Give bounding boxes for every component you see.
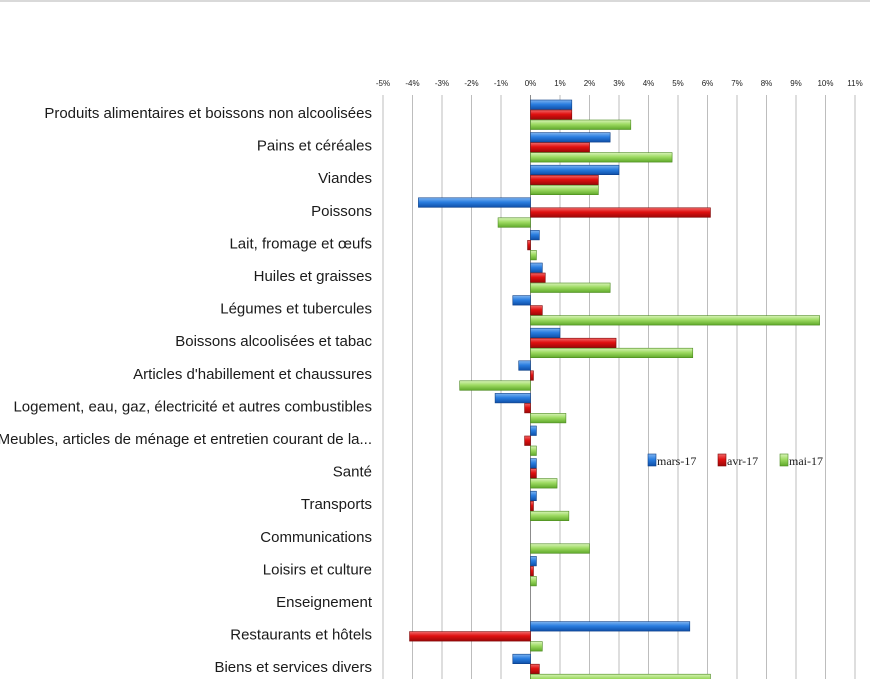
category-label: Meubles, articles de ménage et entretien…: [0, 431, 372, 448]
bar-mai-17: [530, 413, 567, 424]
bar-avr-17: [527, 240, 531, 251]
category-label: Légumes et tubercules: [220, 301, 372, 318]
x-tick-label: 2%: [584, 79, 596, 88]
bar-mars-17: [530, 132, 611, 143]
bar-mars-17: [530, 230, 540, 241]
bar-mars-17: [530, 425, 537, 436]
x-tick-label: 7%: [731, 79, 743, 88]
bar-mai-17: [530, 641, 543, 652]
bar-mai-17: [530, 478, 558, 489]
category-label: Enseignement: [276, 594, 373, 611]
category-label: Poissons: [311, 203, 372, 220]
bar-mai-17: [530, 510, 570, 522]
x-tick-label: -1%: [494, 79, 508, 88]
bar-mars-17: [530, 164, 620, 175]
bar-avr-17: [530, 468, 537, 479]
bar-avr-17: [530, 370, 534, 381]
bar-mai-17: [530, 543, 590, 554]
bar-avr-17: [524, 403, 531, 414]
x-tick-label: 11%: [847, 79, 862, 88]
legend-label: mai-17: [789, 454, 823, 468]
bar-mai-17: [530, 282, 611, 293]
bar-mai-17: [530, 184, 599, 195]
category-label: Transports: [301, 496, 372, 513]
bar-avr-17: [530, 174, 599, 185]
x-tick-label: 6%: [702, 79, 714, 88]
bar-mai-17: [530, 445, 537, 456]
legend-label: avr-17: [727, 454, 758, 468]
category-label: Logement, eau, gaz, électricité et autre…: [13, 398, 372, 415]
bar-avr-17: [530, 207, 711, 218]
bar-mars-17: [530, 556, 537, 567]
x-tick-label: 5%: [672, 79, 684, 88]
bar-mars-17: [530, 458, 537, 469]
x-tick-label: -3%: [435, 79, 449, 88]
window-top-border: [0, 0, 870, 2]
bar-avr-17: [530, 142, 590, 153]
bar-avr-17: [530, 500, 534, 512]
legend-swatch-avr-17: [717, 453, 727, 467]
bar-avr-17: [530, 663, 540, 675]
bar-mai-17: [459, 380, 531, 391]
bar-mars-17: [530, 327, 561, 339]
bar-avr-17: [530, 337, 617, 349]
bar-mai-17: [530, 347, 694, 359]
bar-mars-17: [418, 197, 531, 208]
category-label: Communications: [260, 529, 372, 546]
bar-mars-17: [530, 490, 537, 502]
bar-mai-17: [530, 576, 537, 587]
bar-mars-17: [530, 621, 691, 632]
category-label: Biens et services divers: [214, 659, 372, 676]
bar-mars-17: [518, 360, 531, 371]
bar-avr-17: [524, 435, 531, 446]
legend-label: mars-17: [657, 454, 696, 468]
bar-avr-17: [530, 305, 543, 316]
legend-swatch-mars-17: [647, 453, 657, 467]
bar-mai-17: [530, 250, 537, 261]
x-tick-label: 10%: [817, 79, 833, 88]
bar-mars-17: [530, 262, 543, 273]
category-label: Boissons alcoolisées et tabac: [175, 333, 372, 350]
category-label: Produits alimentaires et boissons non al…: [44, 105, 372, 122]
category-label: Pains et céréales: [257, 138, 372, 155]
bar-avr-17: [409, 631, 531, 642]
x-tick-label: 3%: [613, 79, 625, 88]
bar-mai-17: [530, 315, 820, 326]
bar-mai-17: [530, 119, 632, 130]
bar-mars-17: [530, 99, 573, 110]
bar-mai-17: [497, 217, 531, 228]
category-label: Articles d'habillement et chaussures: [133, 366, 372, 383]
bar-mars-17: [512, 653, 531, 665]
category-label: Lait, fromage et œufs: [229, 235, 372, 252]
bar-mars-17: [512, 295, 531, 306]
category-label: Restaurants et hôtels: [230, 627, 372, 644]
category-label: Viandes: [318, 170, 372, 187]
category-label: Santé: [333, 464, 372, 481]
x-tick-label: -5%: [376, 79, 390, 88]
x-tick-label: 4%: [643, 79, 655, 88]
bar-mai-17: [530, 673, 711, 679]
category-label: Loisirs et culture: [263, 561, 372, 578]
x-tick-label: 9%: [790, 79, 802, 88]
bar-avr-17: [530, 109, 573, 120]
x-tick-label: -2%: [464, 79, 478, 88]
category-label: Huiles et graisses: [254, 268, 372, 285]
x-tick-label: -4%: [405, 79, 419, 88]
bar-avr-17: [530, 566, 534, 577]
x-tick-label: 0%: [525, 79, 537, 88]
x-tick-label: 8%: [761, 79, 773, 88]
x-tick-label: 1%: [554, 79, 566, 88]
bar-mars-17: [494, 393, 531, 404]
bar-mai-17: [530, 152, 673, 163]
bar-avr-17: [530, 272, 546, 283]
legend-swatch-mai-17: [779, 453, 789, 467]
